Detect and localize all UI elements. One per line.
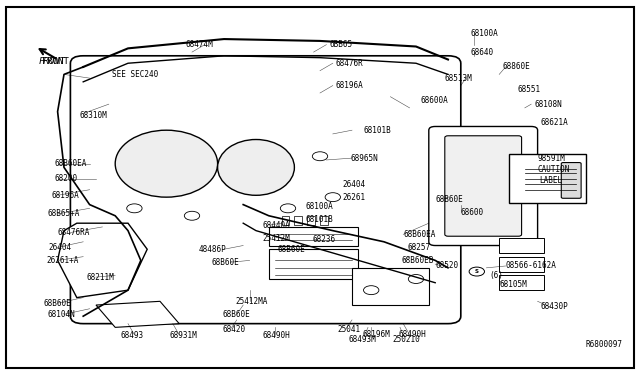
Text: 25412MA: 25412MA [236, 297, 268, 306]
Circle shape [280, 204, 296, 213]
Ellipse shape [218, 140, 294, 195]
Bar [499, 275, 544, 290]
Text: 68551: 68551 [517, 85, 540, 94]
Text: 68B60EA: 68B60EA [54, 159, 87, 168]
Text: 68513M: 68513M [445, 74, 472, 83]
Bar [307, 216, 315, 225]
Circle shape [312, 152, 328, 161]
Bar [499, 238, 544, 253]
FancyBboxPatch shape [70, 56, 461, 324]
Text: 68476RA: 68476RA [58, 228, 90, 237]
Text: 68476R: 68476R [336, 59, 364, 68]
Text: 68520: 68520 [435, 262, 458, 270]
Text: 68B60E: 68B60E [435, 195, 463, 203]
Text: 68474M: 68474M [186, 40, 213, 49]
Text: 68965N: 68965N [351, 154, 378, 163]
Text: 68B60EA: 68B60EA [403, 230, 436, 239]
Text: R6800097: R6800097 [586, 340, 623, 349]
FancyBboxPatch shape [445, 136, 522, 236]
Text: 68440A: 68440A [262, 221, 290, 230]
Text: 68104N: 68104N [48, 310, 76, 319]
Text: 68B65+A: 68B65+A [48, 209, 81, 218]
Text: 68100A: 68100A [306, 202, 333, 211]
Text: 68B60EB: 68B60EB [401, 256, 434, 265]
Text: 68600A: 68600A [420, 96, 448, 105]
Bar [499, 257, 544, 272]
Text: 68196A: 68196A [336, 81, 364, 90]
Text: FRONT: FRONT [42, 57, 68, 66]
Text: (6): (6) [490, 271, 504, 280]
Text: SEE SEC240: SEE SEC240 [112, 70, 158, 79]
Text: 68105M: 68105M [499, 280, 527, 289]
Circle shape [364, 286, 379, 295]
Bar [320, 216, 328, 225]
Text: 68236: 68236 [312, 235, 335, 244]
Text: 68493M: 68493M [349, 335, 376, 344]
Text: 68B60E: 68B60E [44, 299, 71, 308]
Bar [352, 268, 429, 305]
Text: 08566-6162A: 08566-6162A [506, 262, 556, 270]
Text: 68101B: 68101B [364, 126, 391, 135]
Text: 68B60E: 68B60E [277, 245, 305, 254]
Polygon shape [96, 301, 179, 327]
Text: 68B60E: 68B60E [211, 258, 239, 267]
Text: LABEL: LABEL [540, 176, 563, 185]
Text: 68490H: 68490H [262, 331, 290, 340]
Text: S: S [475, 269, 479, 274]
Text: 98591M: 98591M [538, 154, 565, 163]
Text: 68640: 68640 [470, 48, 493, 57]
Circle shape [325, 193, 340, 202]
Text: 68310M: 68310M [80, 111, 108, 120]
Bar [294, 216, 302, 225]
Text: 26261+A: 26261+A [46, 256, 79, 265]
Text: 250210: 250210 [392, 335, 420, 344]
Text: 68600: 68600 [461, 208, 484, 217]
Text: 68B60E: 68B60E [223, 310, 250, 319]
Circle shape [184, 211, 200, 220]
Ellipse shape [115, 130, 218, 197]
Text: FRONT: FRONT [38, 57, 65, 66]
Text: 68490H: 68490H [399, 330, 426, 339]
Text: 68931M: 68931M [170, 331, 197, 340]
Text: 68100A: 68100A [470, 29, 498, 38]
Bar [282, 216, 289, 225]
Polygon shape [58, 223, 147, 298]
FancyBboxPatch shape [509, 154, 586, 203]
Text: 68257: 68257 [408, 243, 431, 252]
Text: CAUTION: CAUTION [538, 165, 570, 174]
Text: 68211M: 68211M [86, 273, 114, 282]
Text: 68200: 68200 [54, 174, 77, 183]
FancyBboxPatch shape [561, 163, 581, 198]
Text: 68493: 68493 [120, 331, 143, 340]
Circle shape [469, 267, 484, 276]
Text: 68430P: 68430P [541, 302, 568, 311]
Text: 68621A: 68621A [541, 118, 568, 127]
Bar [269, 249, 358, 279]
Text: 25412M: 25412M [262, 234, 290, 243]
Text: 68860E: 68860E [502, 62, 530, 71]
Text: 68101B: 68101B [306, 215, 333, 224]
Text: 68196A: 68196A [51, 191, 79, 200]
Text: 26261: 26261 [342, 193, 365, 202]
Text: 6BB65: 6BB65 [330, 40, 353, 49]
Text: 48486P: 48486P [198, 245, 226, 254]
Text: 25041: 25041 [337, 325, 360, 334]
Text: 26404: 26404 [342, 180, 365, 189]
FancyBboxPatch shape [429, 126, 538, 246]
Bar [269, 227, 358, 246]
Text: 68108N: 68108N [534, 100, 562, 109]
Text: 68196M: 68196M [363, 330, 390, 339]
Circle shape [127, 204, 142, 213]
Circle shape [408, 275, 424, 283]
Text: 68420: 68420 [223, 325, 246, 334]
Text: 26404: 26404 [48, 243, 71, 252]
